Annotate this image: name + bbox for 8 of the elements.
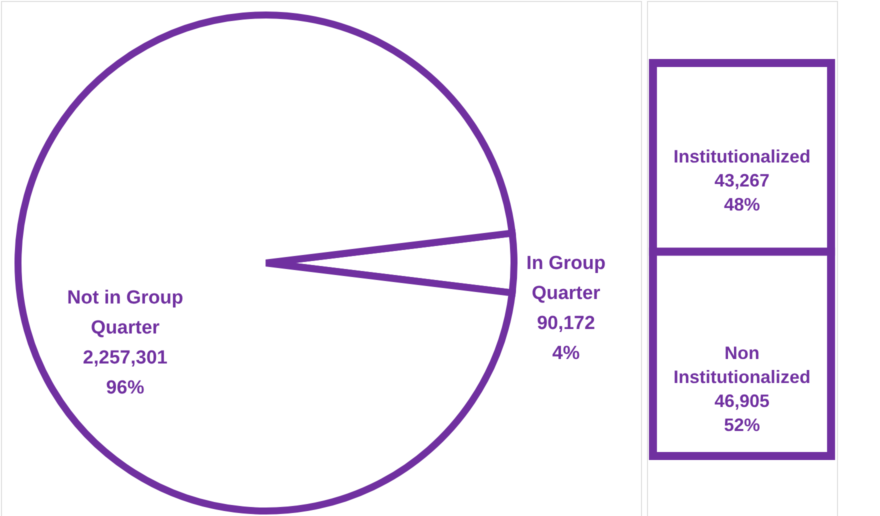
series-label: Non Institutionalized <box>674 342 810 387</box>
slice-label: Not in Group Quarter <box>67 288 184 339</box>
data-label: 2,257,301 96% <box>82 348 168 399</box>
series-label: Institutionalized <box>674 146 810 166</box>
data-label: 46,905 52% <box>714 390 770 435</box>
data-label: 43,267 48% <box>714 170 770 214</box>
data-label: 90,172 4% <box>536 313 596 364</box>
slice-label: In Group Quarter <box>526 253 606 304</box>
